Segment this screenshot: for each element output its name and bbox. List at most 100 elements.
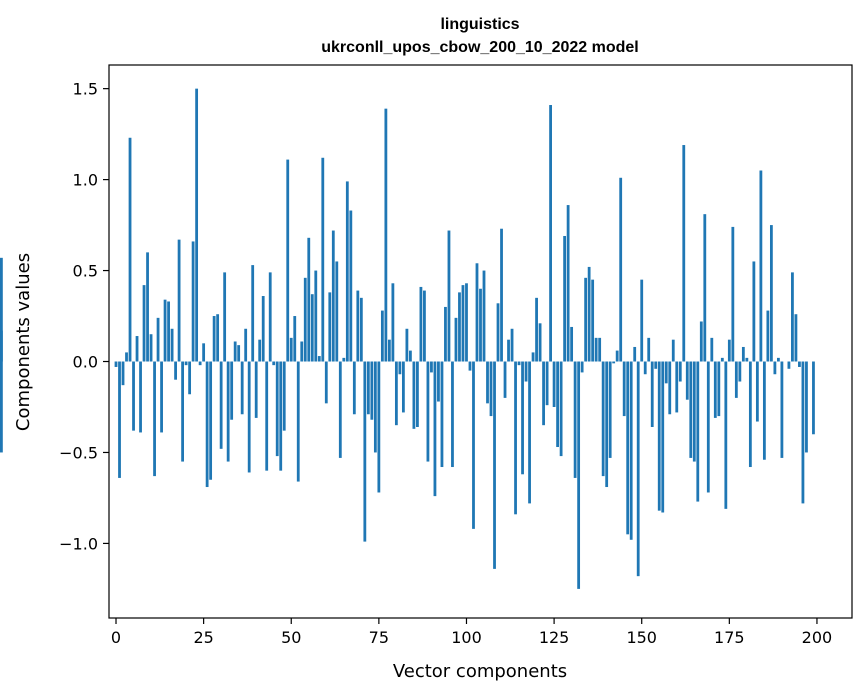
bar-171 [713,361,717,418]
bar-154 [654,361,658,369]
bar-169 [706,361,710,493]
x-axis-ticks: 0 25 50 75 100 125 150 175 200 [111,618,832,647]
bar-76 [380,310,384,362]
bar-21 [188,361,192,395]
bar-1 [118,361,121,478]
bar-58 [317,356,321,362]
bar-184 [759,170,763,362]
bar-134 [584,277,588,362]
bar-131 [573,361,577,478]
bar-35 [237,345,241,362]
bar-182 [752,261,756,362]
bar-166 [696,361,700,502]
bar-96 [451,361,454,468]
bar-138 [598,337,602,362]
bar-8 [142,285,146,362]
bar-123 [545,361,549,406]
bar-51 [293,316,297,362]
bar-82 [401,361,405,413]
bar-25 [202,343,206,362]
bar-52 [296,361,300,482]
bar-150 [640,279,644,362]
x-tick-label: 125 [539,628,570,647]
bar-28 [212,316,216,362]
bar-17 [174,361,177,380]
bar-197 [805,361,808,453]
bar-109 [496,303,500,362]
bar-145 [622,361,626,417]
bar-101 [468,361,472,371]
x-tick-label: 175 [714,628,745,647]
bar-69 [356,290,360,362]
bar-110 [500,228,503,362]
bar-50 [289,337,293,362]
bar-159 [671,339,675,362]
bar-68 [352,361,356,415]
bar-127 [559,361,563,457]
bar-137 [594,337,598,362]
bar-124 [549,105,552,362]
bar-129 [566,205,570,362]
bar-3 [125,352,128,362]
bar-38 [247,361,251,473]
y-tick-label: −1.0 [59,534,98,553]
bar-73 [370,361,374,420]
bar-31 [223,272,227,362]
bar-63 [335,261,339,362]
bar-168 [703,214,707,362]
bar-85 [412,361,416,429]
bar-121 [538,323,542,362]
bar-2 [121,361,125,386]
bar-64 [338,361,342,458]
bar-48 [282,361,286,431]
bar-179 [741,346,745,362]
bar-132 [577,361,581,589]
bar-89 [426,361,430,462]
bar-71 [363,361,367,542]
bar-158 [668,361,672,415]
bar-146 [626,361,630,535]
bar-40 [254,361,258,418]
bar-102 [472,361,475,529]
bar-117 [524,361,528,382]
bar-156 [661,361,665,513]
bar-151 [643,361,647,375]
bar-163 [685,361,689,400]
bar-133 [580,361,584,373]
bar-167 [699,321,703,362]
bar-16 [170,328,174,362]
bar-125 [552,361,556,407]
bar-70 [359,297,363,362]
bar-11 [153,361,156,477]
bar-53 [300,341,304,362]
bar-88 [423,290,426,362]
bar-undefined [0,361,3,453]
bar-33 [230,361,234,420]
x-axis-label: Vector components [393,661,567,682]
bar-192 [787,361,791,369]
bar-23 [195,88,199,362]
bar-140 [605,361,609,488]
bar-61 [328,292,332,362]
bar-97 [454,317,458,362]
bar-153 [650,361,654,427]
bar-14 [163,299,167,362]
bar-34 [233,341,237,362]
bar-119 [531,352,535,362]
bar-12 [156,317,160,362]
bar-157 [664,361,668,384]
bar-44 [268,272,272,362]
bar-173 [720,357,724,362]
bar-4 [128,137,132,362]
bar-15 [167,301,170,362]
bar-174 [724,361,728,509]
bar-181 [748,361,752,468]
bar-54 [303,277,307,362]
bar-43 [265,361,269,471]
bar-107 [489,361,493,417]
bar-118 [528,361,531,504]
bar-19 [181,361,184,462]
bar-36 [240,361,244,415]
bar-111 [503,361,507,398]
